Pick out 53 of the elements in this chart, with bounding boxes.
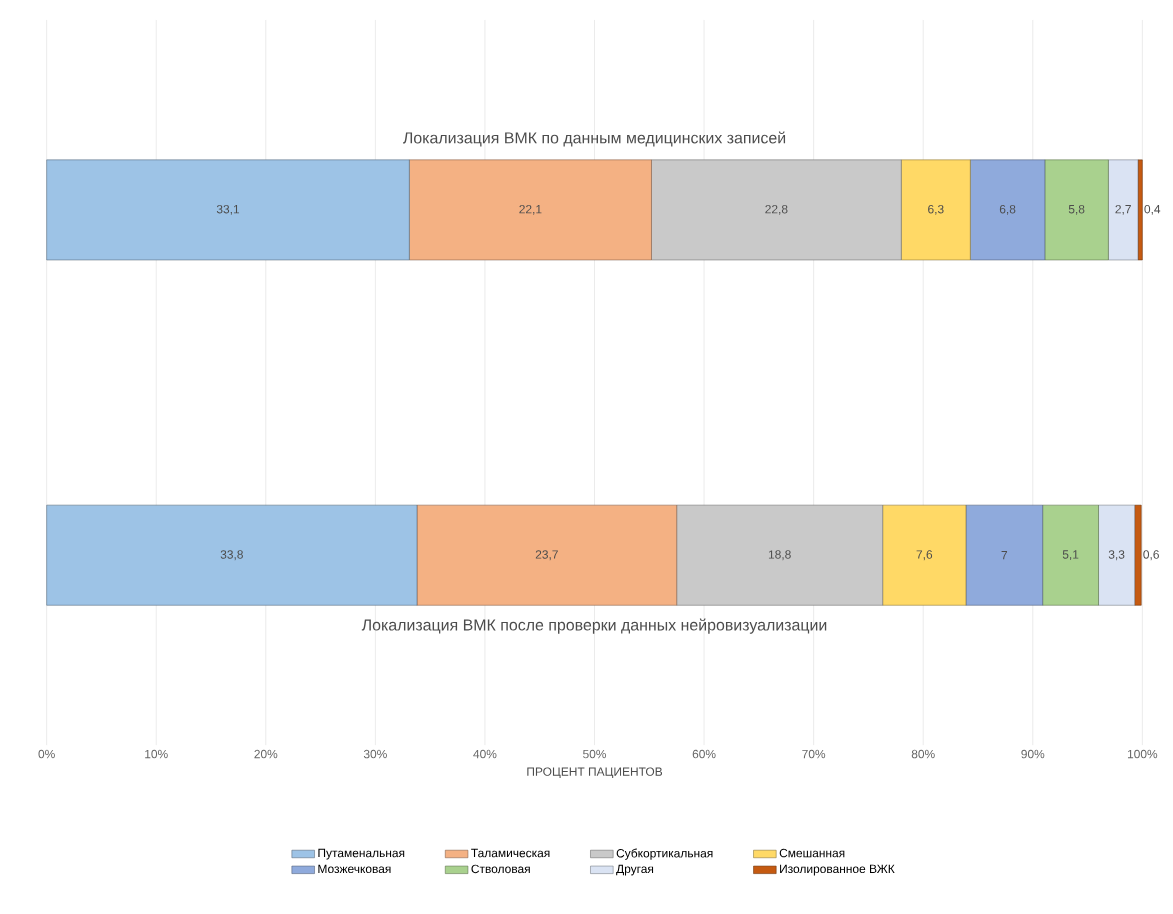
data-label: 33,8 xyxy=(220,550,243,561)
data-label: 33,1 xyxy=(216,205,240,215)
legend-label: Мозжечковая xyxy=(318,864,391,874)
x-tick-label: 50% xyxy=(583,749,607,759)
x-tick-label: 20% xyxy=(254,749,278,759)
bar xyxy=(1098,504,1135,606)
bar xyxy=(651,159,902,261)
bar xyxy=(1134,504,1142,606)
data-label: 22,1 xyxy=(519,205,542,215)
x-tick-label: 0% xyxy=(38,749,55,759)
x-tick-label: 10% xyxy=(145,749,168,759)
data-label: 22,8 xyxy=(765,205,788,215)
bar xyxy=(46,159,410,261)
bar xyxy=(416,504,677,606)
bar xyxy=(1042,504,1099,606)
x-tick-label: 60% xyxy=(692,749,716,759)
x-tick-label: 80% xyxy=(911,749,935,759)
x-tick-label: 90% xyxy=(1021,749,1045,759)
bar xyxy=(1108,159,1139,261)
bar xyxy=(676,504,883,606)
bar xyxy=(965,504,1043,606)
bar xyxy=(1044,159,1109,261)
bar xyxy=(46,504,418,606)
bar xyxy=(901,159,971,261)
data-label: 3,3 xyxy=(1108,550,1125,561)
data-label: 5,1 xyxy=(1062,550,1079,561)
legend-label: Смешанная xyxy=(779,848,845,858)
legend-label: Субкортикальная xyxy=(616,848,713,860)
legend-label: Другая xyxy=(616,864,654,876)
data-label: 7,6 xyxy=(916,550,933,561)
data-label: 23,7 xyxy=(535,550,558,561)
y-tick-label: Локализация ВМК после проверки данных нейровизуализации xyxy=(361,618,827,634)
x-tick-label: 70% xyxy=(802,749,826,759)
x-tick-label: 40% xyxy=(473,749,497,759)
legend-label: Путаменальная xyxy=(318,848,405,860)
data-label: 6,3 xyxy=(928,205,944,215)
data-label: 5,8 xyxy=(1068,205,1085,215)
data-label: 7 xyxy=(1001,551,1008,560)
legend-label: Стволовая xyxy=(471,864,530,874)
data-label: 2,7 xyxy=(1115,205,1131,215)
data-label: 6,8 xyxy=(999,205,1016,215)
bar xyxy=(409,159,652,261)
x-axis-title: ПРОЦЕНТ ПАЦИЕНТОВ xyxy=(527,767,663,779)
x-tick-label: 100% xyxy=(1127,749,1158,759)
data-label: 0,6 xyxy=(1143,550,1159,561)
legend-label: Изолированное ВЖК xyxy=(780,864,895,876)
data-label: 0,4 xyxy=(1144,205,1161,215)
legend-label: Таламическая xyxy=(471,848,550,858)
data-label: 18,8 xyxy=(768,550,791,561)
x-tick-label: 30% xyxy=(363,749,387,759)
bar xyxy=(970,159,1046,261)
bar xyxy=(882,504,967,606)
y-tick-label: Локализация ВМК по данным медицинских записей xyxy=(403,131,786,147)
